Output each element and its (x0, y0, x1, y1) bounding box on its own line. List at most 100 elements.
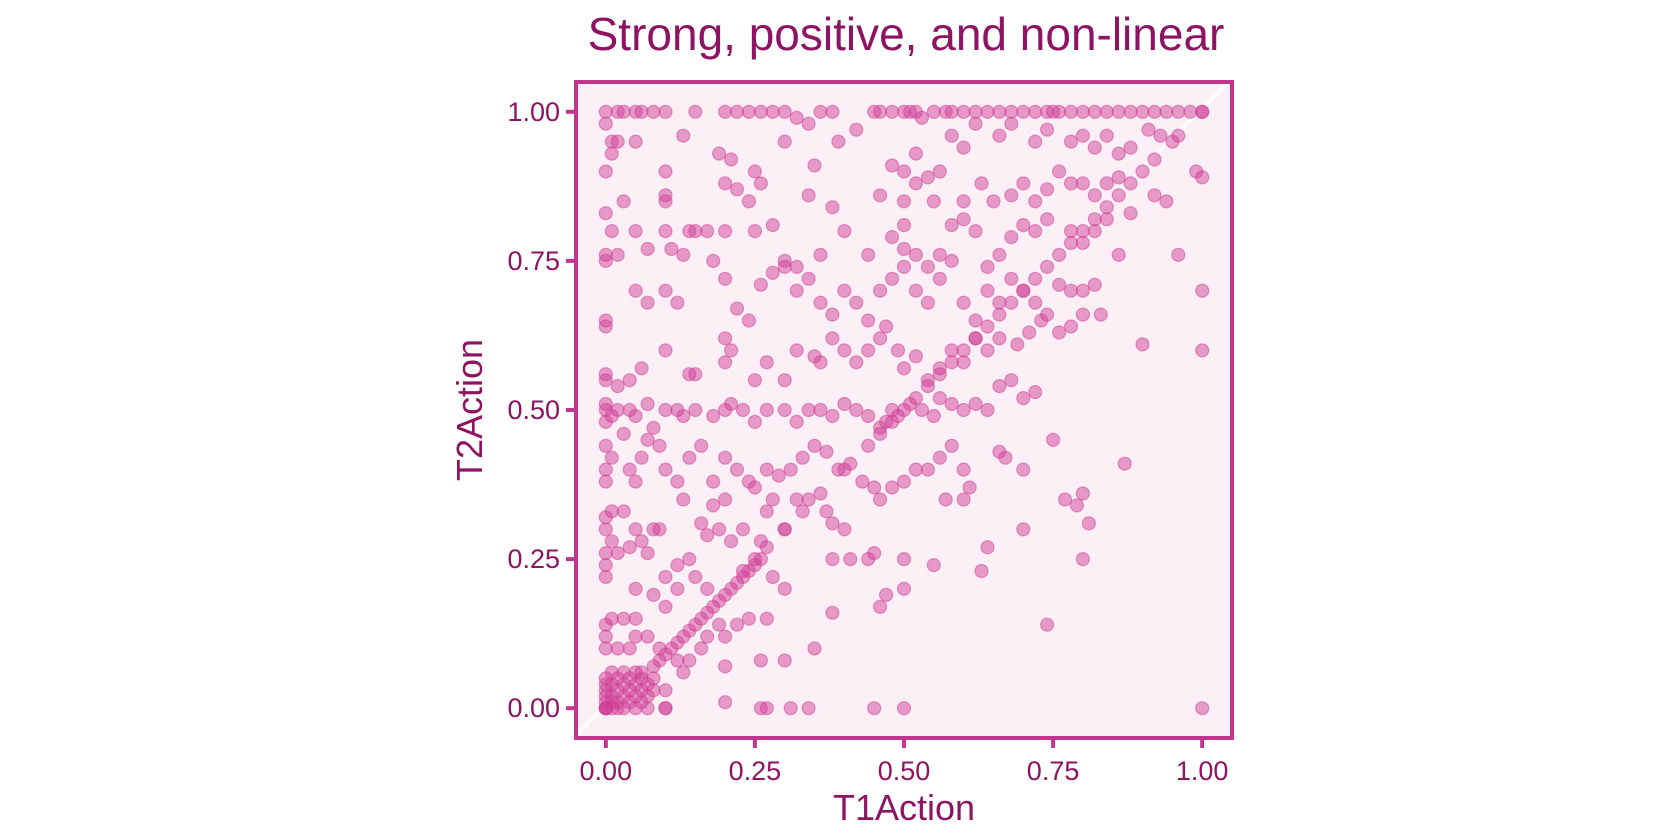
data-point (598, 474, 613, 489)
data-point (682, 450, 697, 465)
data-point (670, 557, 685, 573)
data-point (1171, 104, 1186, 119)
data-point (1016, 462, 1031, 477)
data-point (789, 414, 804, 429)
data-point (723, 343, 739, 358)
data-point (890, 343, 906, 358)
data-point (616, 104, 631, 119)
data-point (1057, 492, 1073, 507)
data-point (700, 629, 715, 644)
data-point (1075, 307, 1091, 322)
data-point (694, 516, 709, 531)
data-point (604, 665, 619, 680)
data-point (813, 295, 828, 310)
data-point (956, 462, 971, 477)
data-point (968, 331, 983, 346)
data-point (717, 331, 733, 346)
data-point (658, 164, 673, 179)
data-point (932, 450, 947, 465)
data-point (962, 480, 977, 495)
data-point (1099, 104, 1114, 119)
data-point (717, 450, 733, 465)
data-point (1141, 122, 1156, 137)
x-tick-label: 0.25 (729, 756, 782, 786)
data-point (980, 402, 995, 418)
data-point (634, 361, 649, 376)
chart-title: Strong, positive, and non-linear (588, 8, 1225, 60)
data-point (759, 402, 774, 418)
data-point (825, 307, 840, 322)
data-point (1010, 337, 1025, 352)
data-point (646, 104, 661, 119)
data-point (741, 104, 757, 119)
data-point (598, 104, 613, 119)
data-point (1147, 152, 1162, 167)
data-point (849, 122, 864, 137)
data-point (711, 146, 727, 161)
data-point (658, 104, 673, 119)
data-point (878, 414, 894, 429)
data-point (872, 492, 888, 507)
data-point (980, 104, 995, 119)
data-point (634, 104, 649, 119)
data-point (837, 396, 852, 412)
data-point (944, 104, 959, 119)
data-point (753, 104, 769, 119)
data-point (729, 301, 745, 316)
data-point (801, 271, 816, 286)
data-point (974, 176, 989, 191)
data-point (974, 563, 989, 579)
data-point (968, 116, 983, 131)
data-point (1051, 325, 1067, 340)
x-axis: 0.00 0.25 0.50 0.75 1.00 (580, 740, 1228, 786)
data-point (676, 492, 691, 507)
data-point (759, 462, 774, 477)
data-point (670, 653, 685, 668)
data-point (658, 569, 673, 585)
data-point (1016, 104, 1031, 119)
data-point (849, 355, 864, 370)
data-point (1111, 146, 1126, 161)
data-point (640, 545, 655, 561)
data-point (658, 224, 673, 239)
y-tick-label: 0.25 (507, 544, 560, 574)
x-tick-label: 0.75 (1027, 756, 1080, 786)
data-point (646, 587, 661, 603)
data-point (789, 343, 804, 358)
data-point (706, 253, 721, 268)
data-point (628, 474, 643, 489)
data-point (622, 641, 637, 656)
data-point (741, 194, 757, 209)
data-point (1135, 164, 1150, 179)
data-point (783, 701, 798, 716)
data-point (634, 665, 649, 680)
data-point (896, 361, 912, 376)
data-point (914, 110, 930, 125)
data-point (676, 247, 691, 262)
data-point (825, 200, 840, 215)
data-point (1111, 247, 1126, 262)
data-point (896, 551, 912, 567)
data-point (1099, 176, 1114, 191)
data-point (1004, 188, 1019, 203)
data-point (1063, 104, 1079, 119)
data-point (753, 701, 769, 716)
data-point (956, 492, 971, 507)
data-point (682, 224, 697, 239)
data-point (640, 396, 655, 412)
data-point (610, 379, 625, 394)
data-point (896, 194, 912, 209)
data-point (706, 474, 721, 489)
data-point (956, 140, 971, 155)
data-point (980, 259, 995, 274)
data-point (789, 283, 804, 298)
data-point (855, 474, 870, 489)
data-point (610, 247, 625, 262)
data-point (992, 295, 1007, 310)
data-point (598, 641, 613, 656)
data-point (628, 581, 643, 597)
data-point (980, 540, 995, 555)
data-point (765, 104, 780, 119)
data-point (1087, 224, 1102, 239)
data-point (944, 128, 959, 143)
